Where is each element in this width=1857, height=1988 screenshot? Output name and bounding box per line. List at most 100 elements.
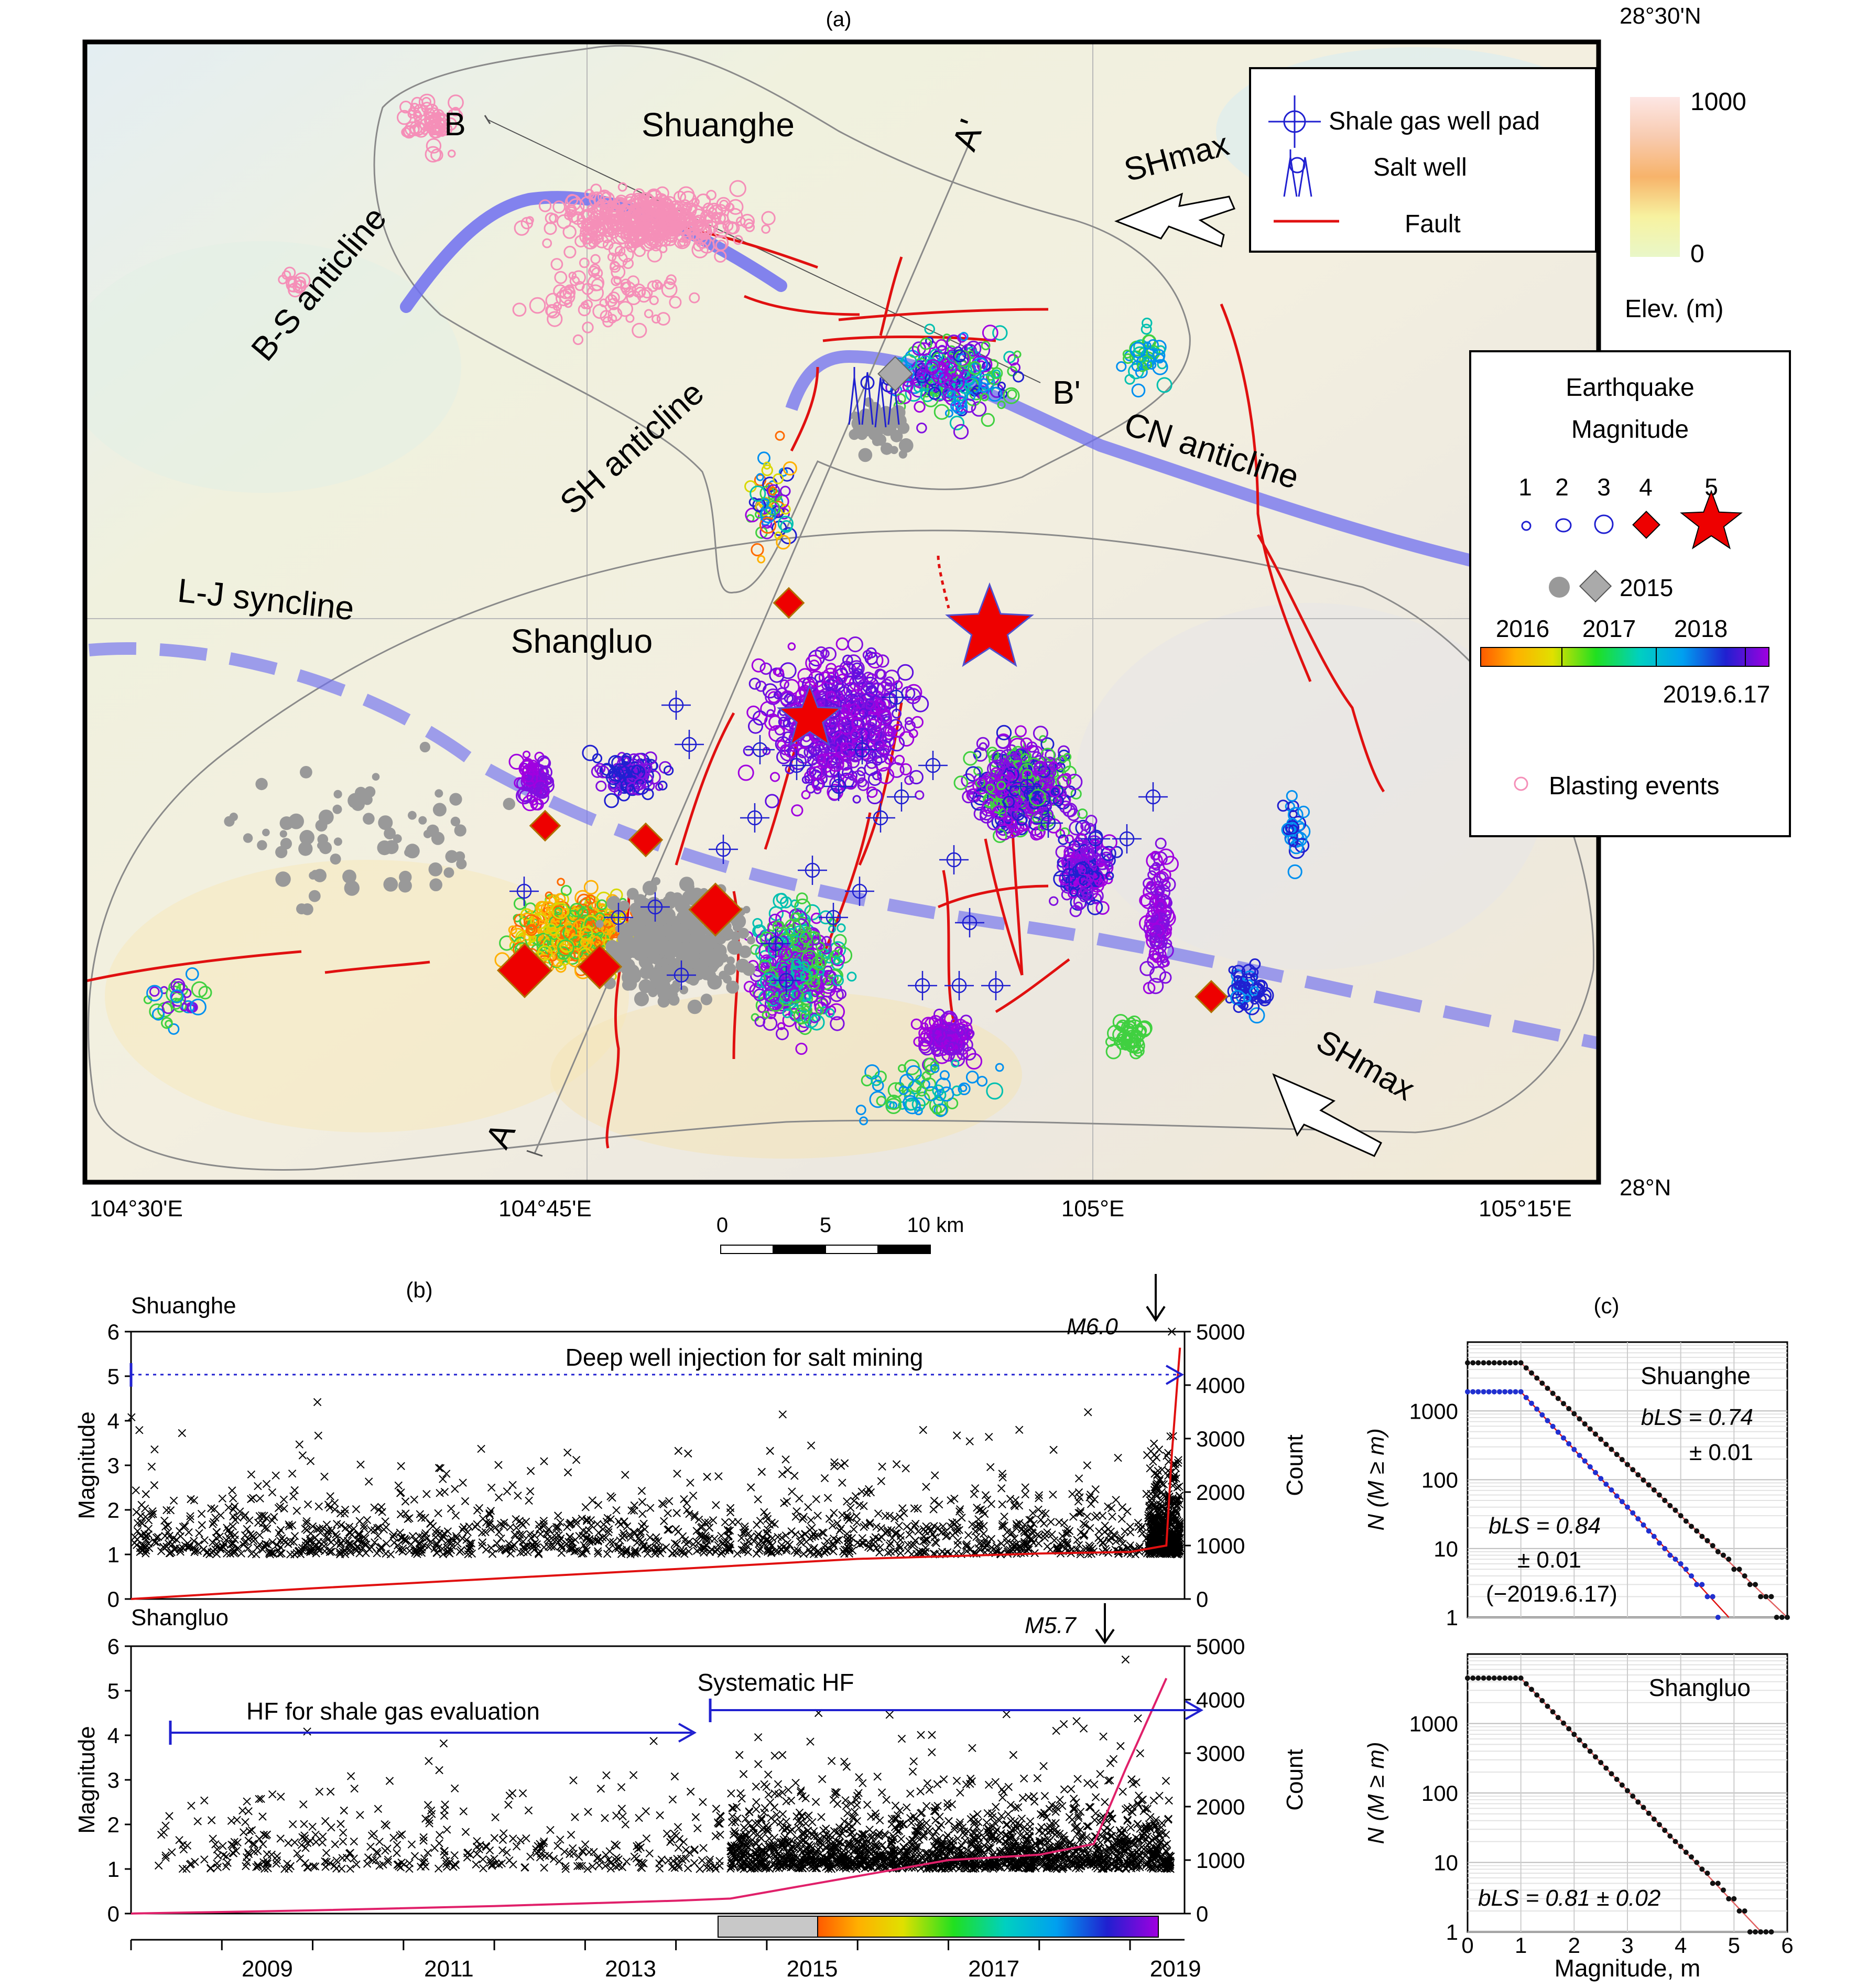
- legend-blasting: Blasting events: [1549, 772, 1720, 800]
- quake-2015: [262, 829, 270, 837]
- elevation-legend: 1000 0 Elev. (m): [1625, 88, 1746, 323]
- quake-2015: [688, 975, 699, 986]
- y2-tick-label: 4000: [1196, 1373, 1245, 1398]
- y-tick-label: 2: [107, 1498, 120, 1522]
- y-tick-label: 5: [107, 1364, 120, 1389]
- quake-2015: [330, 853, 341, 865]
- well-legend: Shale gas well pad Salt well Fault: [1250, 68, 1596, 252]
- quake-2015: [377, 840, 392, 855]
- quake-2015: [398, 879, 412, 893]
- mag-label: 3: [1597, 473, 1611, 501]
- quake-2015: [433, 803, 447, 816]
- legend-year: 2017: [1582, 615, 1636, 642]
- quake-2015: [726, 964, 734, 971]
- quake-2015: [700, 935, 713, 948]
- quake-2015: [347, 793, 363, 808]
- quake-2015: [743, 906, 750, 913]
- legend-salt-well: Salt well: [1373, 154, 1467, 181]
- eq-legend-title: Earthquake: [1566, 374, 1695, 402]
- shangluo-label: Shangluo: [511, 622, 653, 660]
- quake-2015: [673, 981, 680, 989]
- panel-b-label: (b): [406, 1278, 432, 1302]
- quake-2015: [625, 979, 635, 990]
- quake-2015: [420, 742, 430, 752]
- y-tick-label: 0: [107, 1587, 120, 1612]
- y-tick-label: 3: [107, 1453, 120, 1478]
- y2-tick-label: 2000: [1196, 1480, 1245, 1505]
- quake-2015: [342, 870, 356, 884]
- quake-2015: [333, 805, 342, 814]
- quake-2015: [685, 934, 692, 942]
- elev-tick-min: 0: [1690, 240, 1704, 268]
- quake-2015: [294, 816, 302, 825]
- quake-2015: [449, 793, 462, 806]
- quake-2015: [429, 862, 443, 877]
- quake-2015: [334, 790, 342, 798]
- quake-2015: [418, 816, 427, 825]
- quake-2015: [257, 840, 267, 850]
- quake-2015: [688, 1000, 702, 1014]
- shuanghe-title: Shuanghe: [131, 1293, 236, 1319]
- quake-2015: [859, 448, 873, 462]
- quake-2015: [684, 917, 693, 926]
- legend-year: 2018: [1674, 615, 1728, 642]
- quake-2015: [649, 968, 664, 984]
- scale-label: 5: [820, 1214, 831, 1237]
- quake-2015: [679, 986, 688, 995]
- quake-2015: [364, 786, 375, 797]
- quake-2015: [280, 830, 287, 838]
- legend-well-pad: Shale gas well pad: [1329, 107, 1540, 135]
- quake-2015: [738, 928, 749, 939]
- quake-2015: [318, 834, 329, 845]
- scale-label: 10 km: [907, 1214, 964, 1237]
- y2-tick-label: 1000: [1196, 1533, 1245, 1558]
- legend-end-date: 2019.6.17: [1663, 680, 1771, 708]
- quake-2015: [646, 933, 655, 942]
- quake-2015: [664, 923, 671, 931]
- profile-b-label: B: [444, 106, 465, 143]
- quake-2015: [867, 416, 882, 430]
- quake-2015: [670, 991, 678, 999]
- quake-2015: [224, 816, 234, 827]
- quake-2015: [383, 877, 398, 892]
- lat-label-south: 28°N: [1620, 1175, 1671, 1201]
- quake-2015: [881, 414, 893, 426]
- y2-tick-label: 5000: [1196, 1320, 1245, 1344]
- quake-2015: [747, 936, 755, 945]
- quake-2015: [648, 988, 658, 997]
- quake-2015: [663, 940, 673, 950]
- quake-2015: [372, 773, 380, 781]
- y-tick-label: 1: [107, 1542, 120, 1567]
- quake-2015: [617, 933, 629, 945]
- terrain-patch: [550, 991, 1022, 1159]
- quake-2015: [423, 830, 432, 838]
- quake-2015: [660, 958, 669, 967]
- lon-label: 105°15'E: [1479, 1196, 1572, 1222]
- mag-label: 2: [1555, 473, 1569, 501]
- quake-2015: [701, 993, 712, 1005]
- quake-2015: [726, 956, 735, 965]
- quake-2015: [742, 963, 755, 976]
- quake-2015: [503, 798, 515, 810]
- quake-2015: [243, 833, 253, 842]
- quake-2015: [334, 837, 342, 846]
- mag-label: 1: [1518, 473, 1532, 501]
- quake-2015: [404, 848, 412, 857]
- y-tick-label: 4: [107, 1409, 120, 1433]
- mag-label: 4: [1639, 473, 1653, 501]
- quake-2015: [275, 871, 290, 887]
- lon-label: 104°45'E: [498, 1196, 592, 1222]
- quake-2015: [429, 878, 442, 891]
- elev-tick-max: 1000: [1690, 88, 1746, 116]
- profile-b-prime-label: B': [1052, 375, 1080, 411]
- quake-2015: [739, 945, 752, 958]
- quake-2015: [456, 859, 466, 869]
- quake-2015: [454, 824, 466, 836]
- quake-2015: [653, 877, 660, 885]
- quake-2015: [875, 434, 886, 446]
- quake-2015: [719, 971, 727, 980]
- quake-2015: [296, 903, 307, 914]
- eq-legend-title: Magnitude: [1571, 416, 1689, 444]
